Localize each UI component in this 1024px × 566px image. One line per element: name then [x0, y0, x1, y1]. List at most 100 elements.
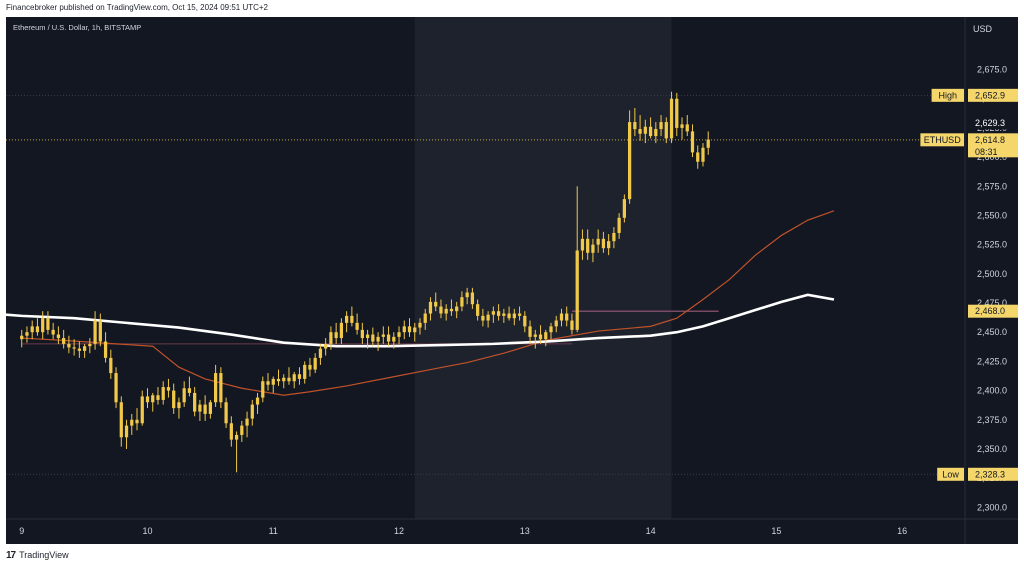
candle-body — [20, 335, 24, 340]
candle-body — [119, 402, 123, 438]
support-price-label-box — [968, 304, 1018, 318]
price-tick-label: 2,400.0 — [977, 386, 1007, 396]
candle-body — [77, 348, 81, 351]
candle-body — [643, 126, 647, 134]
candle-body — [250, 404, 254, 419]
candle-body — [486, 314, 490, 321]
fast-moving-average-line — [21, 210, 835, 396]
candles — [20, 91, 710, 473]
price-tick-label: 2,575.0 — [977, 181, 1007, 191]
candle-body — [313, 357, 317, 370]
time-axis[interactable]: 9 10 11 12 13 14 15 16 — [19, 526, 907, 536]
candle-body — [234, 434, 239, 440]
candle-body — [460, 297, 464, 307]
candle-body — [517, 313, 522, 316]
low-tag: Low — [942, 469, 959, 479]
candlestick-chart[interactable]: 2,300.02,325.02,350.02,375.02,400.02,425… — [6, 17, 1018, 544]
footer: 17 TradingView — [6, 547, 69, 563]
candle-body — [172, 390, 176, 409]
candle-body — [664, 122, 668, 139]
candle-body — [428, 301, 433, 314]
candle-body — [203, 404, 207, 414]
candle-body — [308, 364, 312, 370]
candle-body — [245, 418, 249, 426]
candle-body — [413, 327, 417, 333]
candle-body — [177, 402, 181, 409]
candle-body — [224, 402, 228, 424]
support-price-label: 2,468.0 — [975, 306, 1005, 316]
candle-body — [654, 129, 658, 137]
candle-body — [559, 313, 564, 321]
currency-label: USD — [973, 24, 993, 34]
candle-body — [392, 336, 396, 342]
candle-body — [151, 395, 155, 403]
candle-body — [109, 357, 113, 374]
candle-body — [627, 122, 632, 200]
candle-body — [544, 332, 548, 340]
candle-body — [182, 388, 186, 403]
candle-body — [701, 147, 705, 162]
candle-body — [93, 320, 97, 344]
time-tick-label: 9 — [19, 526, 24, 536]
candle-body — [67, 343, 71, 348]
price-tick-label: 2,350.0 — [977, 444, 1007, 454]
candle-body — [496, 311, 501, 316]
candle-body — [318, 348, 323, 358]
price-axis[interactable]: 2,300.02,325.02,350.02,375.02,400.02,425… — [977, 65, 1007, 513]
candle-body — [565, 313, 569, 321]
candle-body — [659, 122, 663, 130]
candle-body — [607, 241, 611, 249]
candle-body — [261, 381, 265, 398]
candle-body — [549, 326, 553, 333]
level-box — [968, 116, 1018, 130]
candle-body — [706, 139, 710, 148]
time-tick-label: 10 — [142, 526, 152, 536]
price-tick-label: 2,475.0 — [977, 298, 1007, 308]
candle-body — [88, 343, 92, 347]
candle-body — [538, 334, 543, 340]
candle-body — [350, 315, 354, 323]
symbol-tag: ETHUSD — [924, 135, 962, 145]
candle-body — [25, 332, 29, 336]
chart-title: Ethereum / U.S. Dollar, 1h, BITSTAMP — [13, 23, 141, 32]
candle-body — [266, 381, 270, 385]
candle-body — [98, 320, 102, 342]
price-tick-label: 2,675.0 — [977, 65, 1007, 75]
candle-body — [491, 311, 495, 315]
candle-body — [255, 397, 260, 405]
price-labels: 2,652.9 High 2,629.3 2,614.8 ETHUSD 08:31 2,46… — [920, 88, 1018, 481]
candle-body — [198, 404, 202, 412]
candle-body — [365, 334, 370, 339]
candle-body — [145, 396, 150, 403]
candle-body — [324, 343, 328, 349]
candle-body — [46, 318, 50, 330]
candle-body — [622, 199, 626, 218]
price-tick-label: 2,525.0 — [977, 240, 1007, 250]
candle-body — [465, 292, 469, 298]
candle-body — [402, 326, 406, 333]
high-price-label-box — [968, 88, 1018, 102]
candle-body — [617, 217, 621, 233]
tradingview-logo-icon: 17 — [6, 549, 16, 561]
candle-body — [580, 238, 585, 251]
chart-panel[interactable]: 2,300.02,325.02,350.02,375.02,400.02,425… — [6, 17, 1018, 544]
candle-body — [376, 336, 380, 342]
candle-body — [470, 292, 475, 305]
candle-body — [648, 126, 653, 137]
low-price-label: 2,328.3 — [975, 469, 1005, 479]
candle-body — [193, 392, 197, 412]
time-tick-label: 15 — [771, 526, 781, 536]
time-tick-label: 13 — [520, 526, 530, 536]
candle-body — [638, 129, 642, 134]
candle-body — [124, 425, 129, 438]
candle-body — [612, 232, 616, 242]
price-tick-label: 2,550.0 — [977, 210, 1007, 220]
low-tag-box — [937, 467, 964, 481]
candle-body — [360, 329, 364, 339]
price-tick-label: 2,500.0 — [977, 269, 1007, 279]
candle-body — [386, 334, 391, 342]
candle-body — [507, 313, 511, 319]
time-tick-label: 11 — [269, 526, 278, 536]
price-tick-label: 2,450.0 — [977, 327, 1007, 337]
candle-body — [381, 334, 385, 337]
